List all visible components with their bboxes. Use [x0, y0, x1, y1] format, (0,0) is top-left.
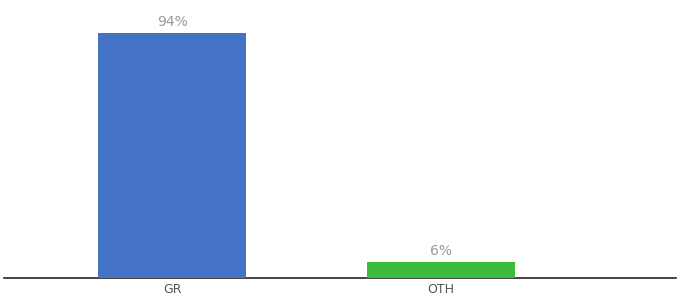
Bar	[98, 33, 246, 278]
Text: 6%: 6%	[430, 244, 452, 258]
Bar	[367, 262, 515, 278]
Text: 94%: 94%	[156, 15, 188, 29]
